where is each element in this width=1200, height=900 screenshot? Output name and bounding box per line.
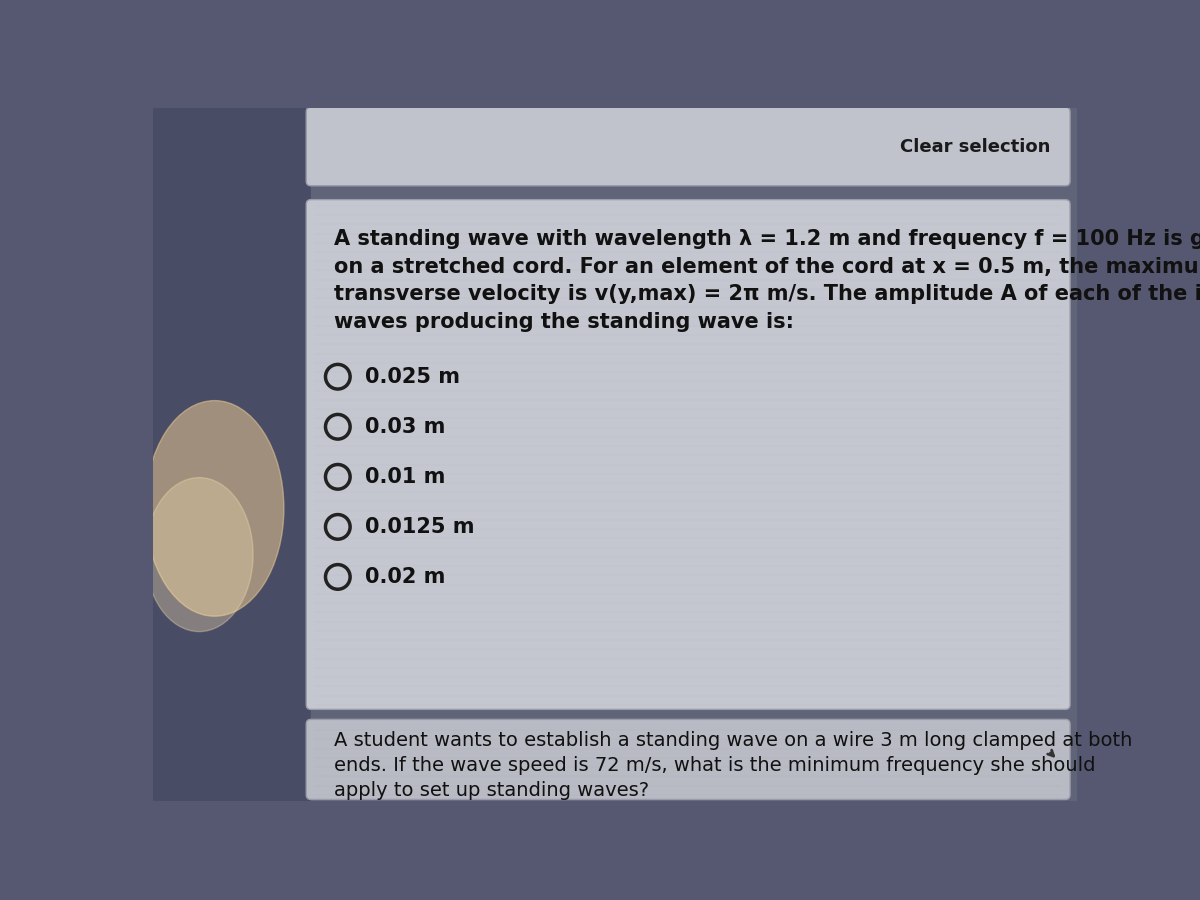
Text: apply to set up standing waves?: apply to set up standing waves?: [334, 780, 649, 800]
Text: waves producing the standing wave is:: waves producing the standing wave is:: [334, 312, 794, 332]
Text: on a stretched cord. For an element of the cord at x = 0.5 m, the maximum: on a stretched cord. For an element of t…: [334, 256, 1200, 276]
Text: 0.02 m: 0.02 m: [365, 567, 445, 587]
Text: A standing wave with wavelength λ = 1.2 m and frequency f = 100 Hz is generated: A standing wave with wavelength λ = 1.2 …: [334, 229, 1200, 249]
Text: 0.01 m: 0.01 m: [365, 467, 445, 487]
Text: 0.0125 m: 0.0125 m: [365, 517, 474, 537]
Text: Clear selection: Clear selection: [900, 138, 1050, 156]
Text: transverse velocity is v(y,max) = 2π m/s. The amplitude A of each of the individ: transverse velocity is v(y,max) = 2π m/s…: [334, 284, 1200, 304]
FancyBboxPatch shape: [306, 200, 1070, 709]
Text: 0.025 m: 0.025 m: [365, 366, 460, 387]
Text: 0.03 m: 0.03 m: [365, 417, 445, 436]
Bar: [311, 108, 1078, 801]
FancyBboxPatch shape: [306, 719, 1070, 799]
FancyBboxPatch shape: [306, 107, 1070, 185]
Ellipse shape: [145, 478, 253, 632]
Ellipse shape: [145, 400, 284, 616]
Bar: [154, 108, 311, 801]
Text: ends. If the wave speed is 72 m/s, what is the minimum frequency she should: ends. If the wave speed is 72 m/s, what …: [334, 756, 1096, 775]
Text: A student wants to establish a standing wave on a wire 3 m long clamped at both: A student wants to establish a standing …: [334, 732, 1133, 751]
